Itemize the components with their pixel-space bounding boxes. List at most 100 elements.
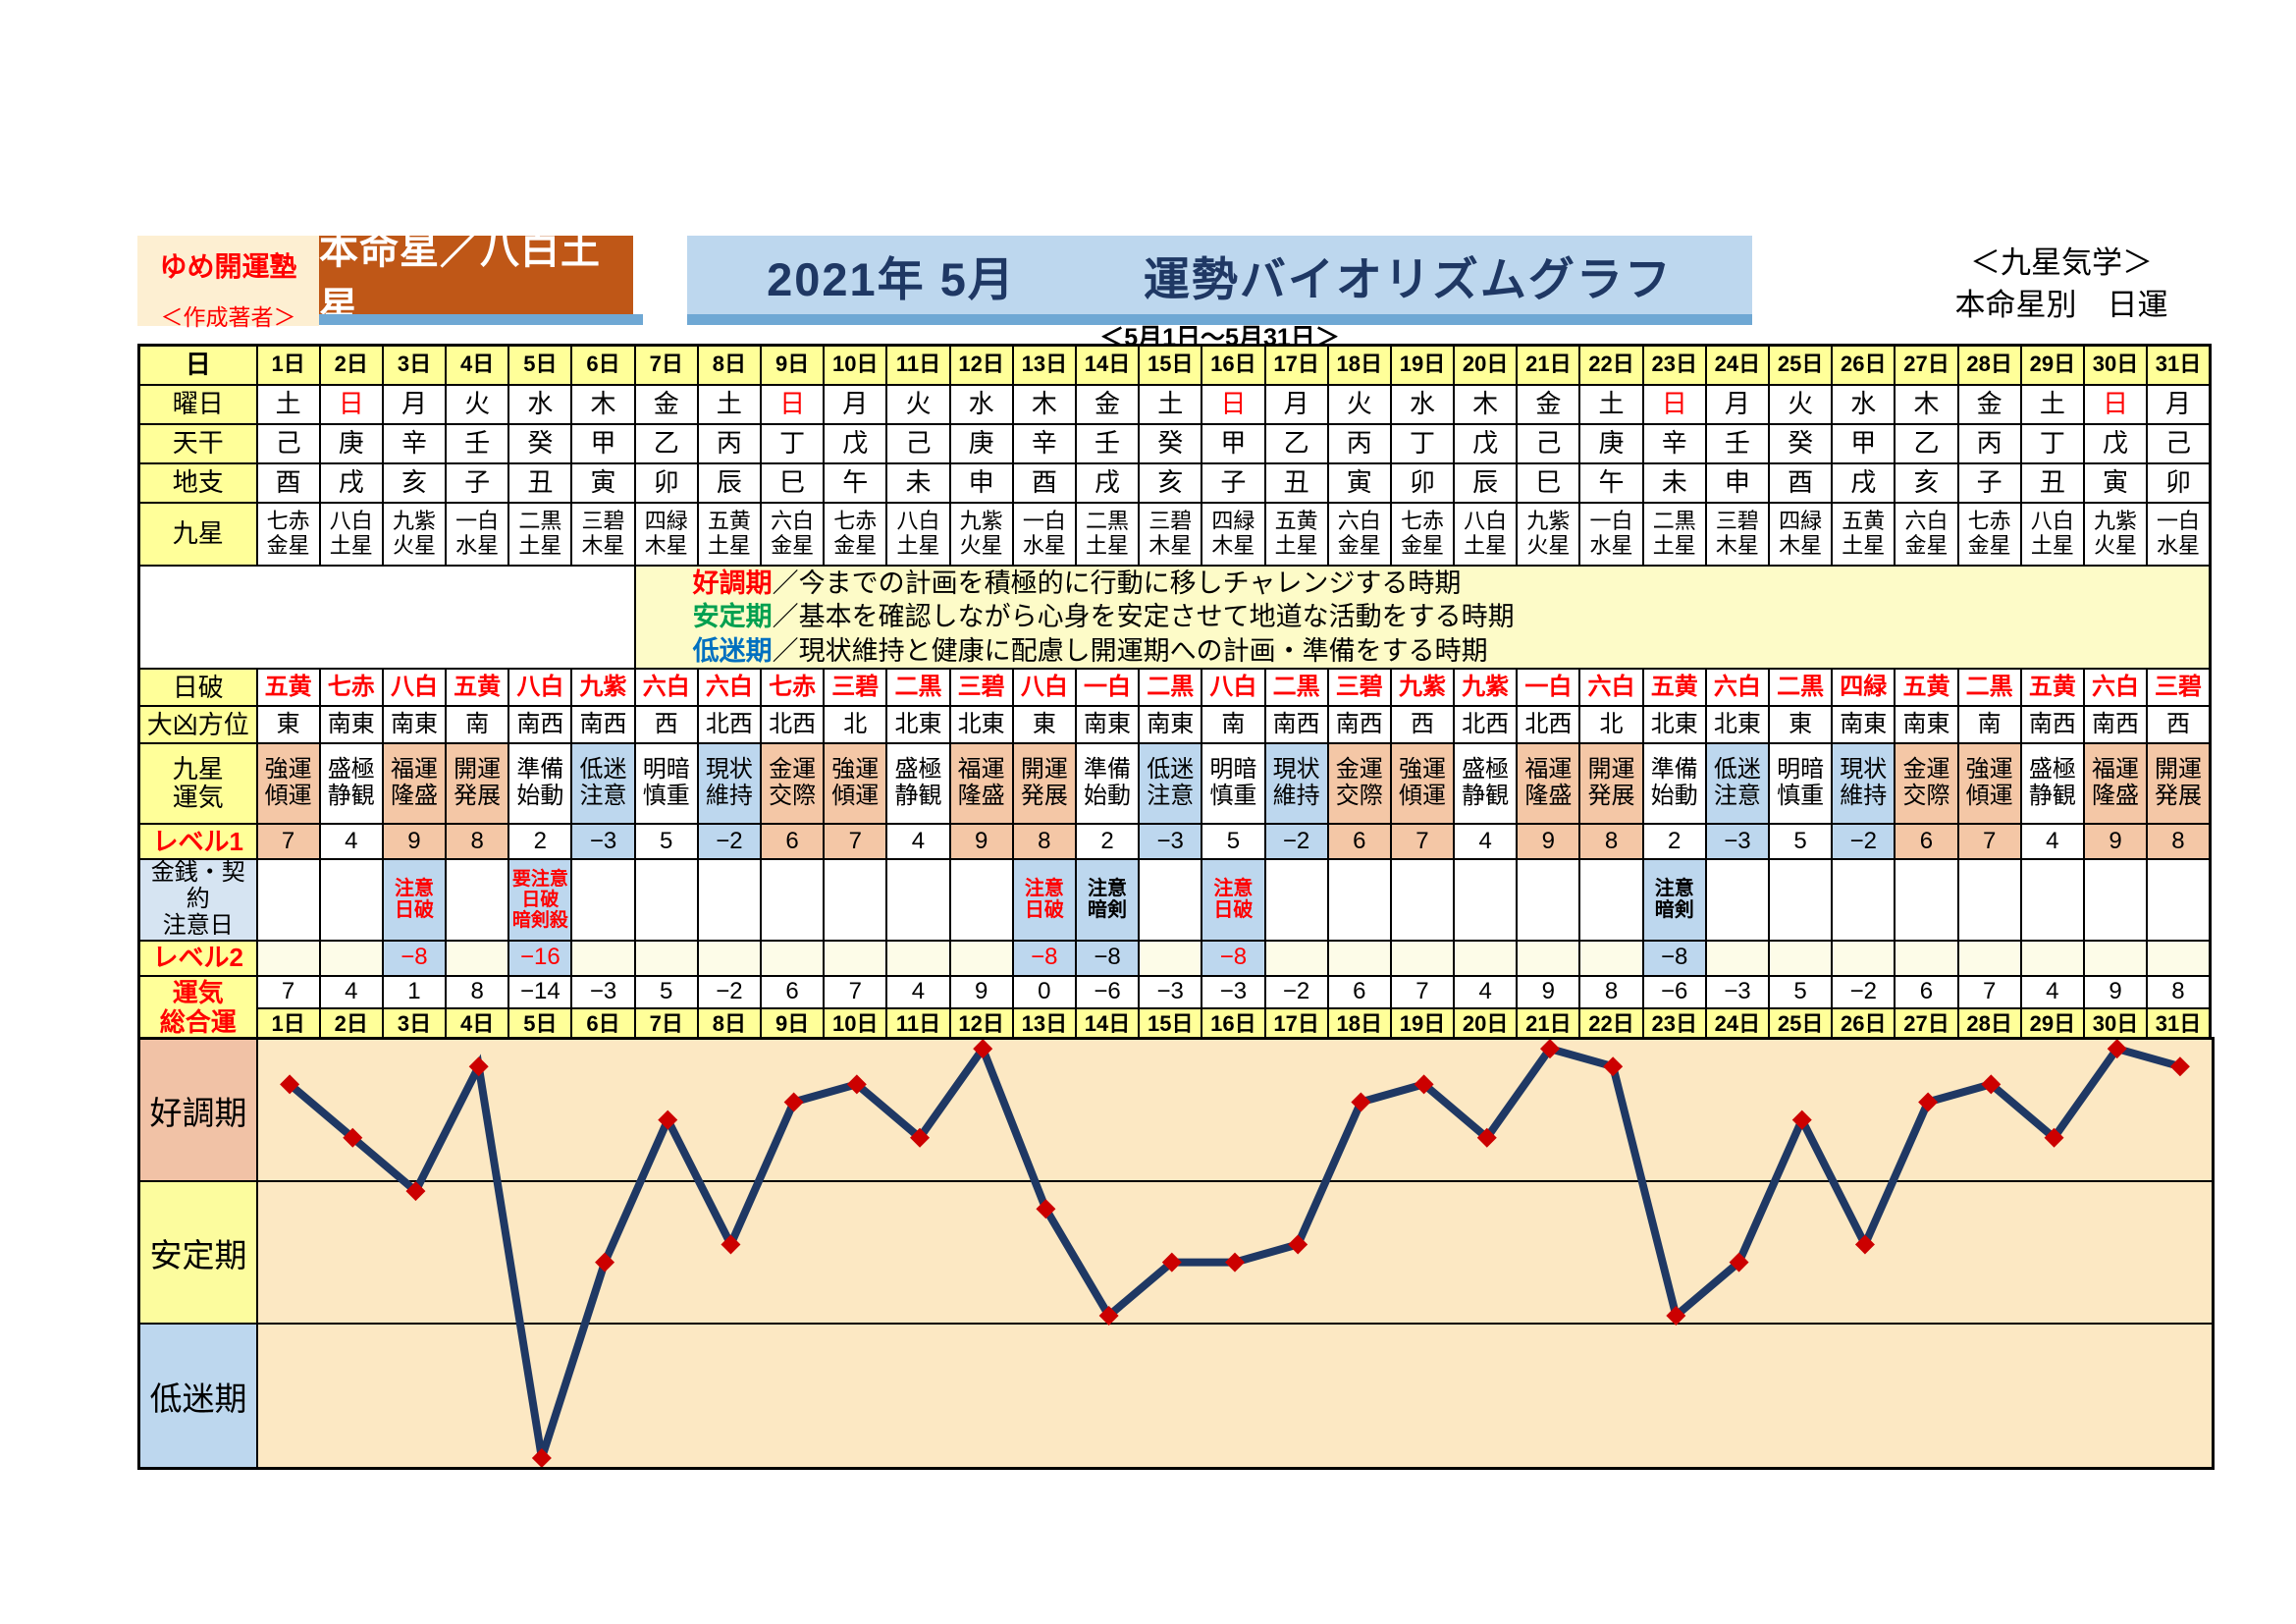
daikyo-cell: 東 <box>1011 705 1077 745</box>
sogo-day-cell: 28日 <box>1956 1006 2022 1042</box>
legend-term: 安定期 <box>692 602 773 632</box>
sogo-day-cell: 12日 <box>948 1006 1014 1042</box>
level2-cell <box>1767 939 1834 977</box>
caution-cell <box>759 858 826 942</box>
nichiha-cell: 七赤 <box>759 668 826 708</box>
weekday-cell: 火 <box>885 383 951 425</box>
unki-cell: 盛極 静観 <box>885 742 951 826</box>
unki-cell: 福運 隆盛 <box>948 742 1014 826</box>
nichiha-cell: 七赤 <box>318 668 384 708</box>
sogo-day-cell: 5日 <box>507 1006 573 1042</box>
unki-cell: 福運 隆盛 <box>381 742 448 826</box>
tenkan-cell: 庚 <box>1578 422 1644 464</box>
tenkan-cell: 辛 <box>381 422 448 464</box>
chishi-cell: 丑 <box>507 461 573 504</box>
weekday-cell: 月 <box>381 383 448 425</box>
row-label-weekday: 曜日 <box>137 383 258 425</box>
tenkan-cell: 丙 <box>1326 422 1392 464</box>
daikyo-cell: 東 <box>255 705 321 745</box>
unki-cell: 金運 交際 <box>1894 742 1959 826</box>
day-header-cell: 15日 <box>1138 344 1203 386</box>
level2-cell <box>823 939 888 977</box>
chishi-cell: 卯 <box>1389 461 1456 504</box>
kyusei-cell: 二黒 土星 <box>1074 501 1141 567</box>
sogo-value-cell: 9 <box>948 974 1014 1009</box>
sogo-value-cell: −2 <box>1831 974 1896 1009</box>
unki-cell: 準備 始動 <box>1641 742 1707 826</box>
day-header-cell: 23日 <box>1641 344 1707 386</box>
row-label-day: 日 <box>137 344 258 386</box>
level1-cell: 9 <box>381 823 448 861</box>
level2-cell: −8 <box>1074 939 1141 977</box>
level2-cell <box>1704 939 1771 977</box>
day-header-cell: 27日 <box>1894 344 1959 386</box>
kyusei-cell: 一白 水星 <box>1011 501 1077 567</box>
sogo-day-cell: 6日 <box>570 1006 636 1042</box>
level2-cell <box>2082 939 2149 977</box>
unki-cell: 盛極 静観 <box>318 742 384 826</box>
honmei-star-box: 本命星／八白土星 <box>319 229 633 329</box>
caution-cell <box>1263 858 1329 942</box>
sogo-day-cell: 18日 <box>1326 1006 1392 1042</box>
daikyo-cell: 北西 <box>1516 705 1581 745</box>
level1-cell: 4 <box>1453 823 1519 861</box>
row-daikyo: 大凶方位東南東 南東南南西 南西西北西 北西北北東 北東東南東 南東南南西 南西西北西 北西北… <box>137 705 2212 745</box>
row-sogo-days: 1日 2日 3日 4日 5日 6日 7日 8日 9日 10日 11日 12日 13日 14日 15日 16日 1… <box>139 1006 2212 1042</box>
weekday-cell: 金 <box>633 383 699 425</box>
tenkan-cell: 丙 <box>1956 422 2022 464</box>
unki-cell: 強運 傾運 <box>823 742 888 826</box>
chishi-cell: 丑 <box>2019 461 2085 504</box>
kyusei-cell: 三碧 木星 <box>1138 501 1203 567</box>
tenkan-cell: 癸 <box>1767 422 1834 464</box>
level2-cell <box>1389 939 1456 977</box>
level2-cell <box>885 939 951 977</box>
sogo-day-cell: 23日 <box>1641 1006 1707 1042</box>
kigaku-line2: 本命星別 日運 <box>1954 288 2168 323</box>
chishi-cell: 亥 <box>1894 461 1959 504</box>
tenkan-cell: 庚 <box>948 422 1014 464</box>
level1-cell: 6 <box>759 823 826 861</box>
day-header-cell: 22日 <box>1578 344 1644 386</box>
tenkan-cell: 己 <box>885 422 951 464</box>
kyusei-cell: 一白 水星 <box>1578 501 1644 567</box>
kyusei-cell: 九紫 火星 <box>1516 501 1581 567</box>
sogo-value-cell: 4 <box>1453 974 1519 1009</box>
sogo-value-cell: 5 <box>1767 974 1834 1009</box>
level2-cell <box>1831 939 1896 977</box>
daikyo-cell: 東 <box>1767 705 1834 745</box>
weekday-cell: 火 <box>1767 383 1834 425</box>
chishi-cell: 申 <box>948 461 1014 504</box>
unki-cell: 金運 交際 <box>759 742 826 826</box>
caution-cell: 要注意 日破 暗剣殺 <box>507 858 573 942</box>
level2-cell <box>255 939 321 977</box>
sogo-day-cell: 25日 <box>1767 1006 1834 1042</box>
day-header-cell: 21日 <box>1516 344 1581 386</box>
row-label-sogo: 運気 総合運 <box>137 974 258 1042</box>
nichiha-cell: 二黒 <box>1767 668 1834 708</box>
daikyo-cell: 北東 <box>1704 705 1771 745</box>
band-label-kochoki: 好調期 <box>140 1040 258 1180</box>
chishi-cell: 午 <box>1578 461 1644 504</box>
sogo-value-cell: 1 <box>381 974 448 1009</box>
row-weekday: 曜日土日月火水木金土日月火水木金土日月火水木金土日月火水木金土日月 <box>137 383 2212 425</box>
daikyo-cell: 南西 <box>2019 705 2085 745</box>
chishi-cell: 酉 <box>1011 461 1077 504</box>
row-label-kyusei: 九星 <box>137 501 258 567</box>
kyusei-cell: 八白 土星 <box>885 501 951 567</box>
chishi-cell: 午 <box>823 461 888 504</box>
unki-cell: 低迷 注意 <box>1138 742 1203 826</box>
daikyo-cell: 西 <box>1389 705 1456 745</box>
sogo-day-cell: 1日 <box>255 1006 321 1042</box>
chishi-cell: 丑 <box>1263 461 1329 504</box>
chishi-cell: 巳 <box>759 461 826 504</box>
nichiha-cell: 三碧 <box>2146 668 2212 708</box>
tenkan-cell: 丙 <box>696 422 763 464</box>
level1-cell: −2 <box>1263 823 1329 861</box>
level1-cell: 4 <box>2019 823 2085 861</box>
sogo-day-cell: 8日 <box>696 1006 763 1042</box>
tenkan-cell: 乙 <box>1894 422 1959 464</box>
tenkan-cell: 壬 <box>445 422 510 464</box>
daikyo-cell: 北東 <box>948 705 1014 745</box>
weekday-cell: 日 <box>759 383 826 425</box>
caution-cell <box>255 858 321 942</box>
